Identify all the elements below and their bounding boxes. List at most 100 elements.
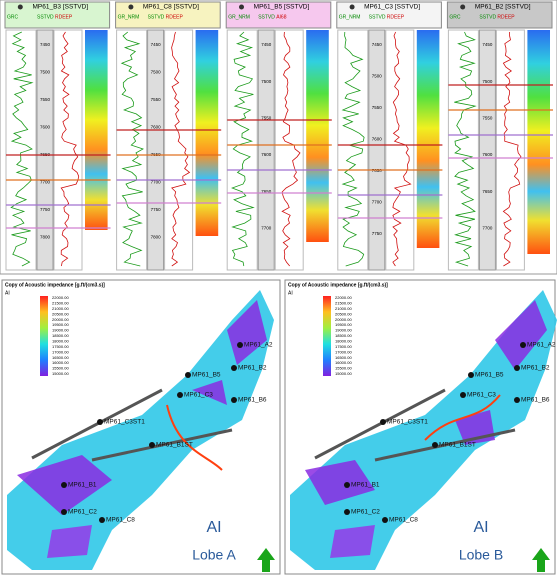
ai-body xyxy=(290,290,557,570)
colorbar-label: 16000.00 xyxy=(52,360,69,365)
depth-label: 7800 xyxy=(40,235,51,240)
res-curve xyxy=(281,31,301,267)
gr-curve xyxy=(454,31,477,267)
well-dot xyxy=(520,342,526,348)
well-label: MP61_B1ST xyxy=(156,442,193,449)
track-label: SSTVD xyxy=(479,14,496,20)
depth-label: 7600 xyxy=(151,125,162,130)
colorbar-label: 18000.00 xyxy=(335,338,352,343)
well-dot xyxy=(344,482,350,488)
well-name: MP61_C3 [SSTVD] xyxy=(364,4,420,11)
depth-label: 7500 xyxy=(151,70,162,75)
track-label: GR_NRM xyxy=(228,14,250,20)
gr-track xyxy=(5,29,37,271)
well-name: MP61_B5 [SSTVD] xyxy=(254,4,310,11)
well-label: MP61_C3ST1 xyxy=(104,419,145,426)
depth-label: 7450 xyxy=(261,42,272,47)
caption: Lobe A xyxy=(192,547,236,563)
depth-label: 7450 xyxy=(151,42,162,47)
ai-strip xyxy=(195,30,219,236)
track-label: RDEEP xyxy=(166,14,184,20)
map-panel: Copy of Acoustic impedance [g.ft/(cm3.s)… xyxy=(1,279,281,575)
well-dot xyxy=(344,509,350,515)
depth-track xyxy=(257,29,275,271)
track-label: SSTVD xyxy=(369,14,386,20)
well-dot xyxy=(61,509,67,515)
well-label: MP61_C2 xyxy=(68,509,97,516)
colorbar-label: 19000.00 xyxy=(335,328,352,333)
ai-purple xyxy=(17,300,267,515)
res-track xyxy=(385,29,415,271)
ai-strip xyxy=(85,30,108,230)
fault xyxy=(31,388,233,462)
colorbar-label: 16500.00 xyxy=(52,355,69,360)
track-label: SSTVD xyxy=(148,14,165,20)
depth-label: 7700 xyxy=(372,199,383,204)
colorbar-label: 18500.00 xyxy=(52,333,69,338)
depth-label: 7500 xyxy=(372,74,383,79)
legend-label: AI xyxy=(5,290,10,296)
well-icon xyxy=(460,4,466,10)
well-label: MP61_B1ST xyxy=(439,442,476,449)
gr-curve xyxy=(10,31,34,267)
well-name: MP61_B3 [SSTVD] xyxy=(32,4,88,11)
colorbar-label: 17000.00 xyxy=(52,349,69,354)
colorbar-label: 20500.00 xyxy=(52,311,69,316)
depth-label: 7800 xyxy=(151,235,162,240)
well-label: MP61_B2 xyxy=(521,365,550,372)
colorbar-label: 15000.00 xyxy=(335,371,352,376)
colorbar-label: 22000.00 xyxy=(52,295,69,300)
well-name: MP61_C8 [SSTVD] xyxy=(143,4,199,11)
gr-curve xyxy=(120,31,144,267)
depth-label: 7550 xyxy=(40,97,51,102)
gr-track xyxy=(447,29,479,271)
colorbar-label: 18000.00 xyxy=(52,338,69,343)
legend-label: AI xyxy=(288,290,293,296)
well-dot xyxy=(61,482,67,488)
well-label: MP61_C8 xyxy=(389,517,418,524)
colorbar-label: 21000.00 xyxy=(335,306,352,311)
depth-label: 7600 xyxy=(261,152,272,157)
depth-track xyxy=(478,29,496,271)
well-label: MP61_B5 xyxy=(192,372,221,379)
res-curve xyxy=(60,31,80,267)
depth-label: 7450 xyxy=(40,42,51,47)
res-track xyxy=(274,29,304,271)
gr-curve xyxy=(231,31,255,267)
depth-label: 7550 xyxy=(151,97,162,102)
colorbar-label: 19500.00 xyxy=(335,322,352,327)
well-label: MP61_B1 xyxy=(68,482,97,489)
well-label: MP61_B6 xyxy=(521,397,550,404)
track-label: AI68 xyxy=(276,14,287,20)
depth-label: 7500 xyxy=(261,79,272,84)
gr-track xyxy=(116,29,148,271)
res-curve xyxy=(502,31,522,267)
res-track xyxy=(164,29,194,271)
well-dot xyxy=(99,517,105,523)
well-icon xyxy=(17,4,23,10)
well-dot xyxy=(237,342,243,348)
res-curve xyxy=(171,31,191,267)
well-dot xyxy=(468,372,474,378)
map-panel: Copy of Acoustic impedance [g.ft/(cm3.s)… xyxy=(284,279,557,575)
well-dot xyxy=(231,365,237,371)
depth-label: 7750 xyxy=(372,231,383,236)
colorbar xyxy=(40,296,48,376)
well-label: MP61_C3 xyxy=(184,392,213,399)
ai-purple-2 xyxy=(330,525,375,558)
well-dot xyxy=(514,365,520,371)
colorbar-label: 17500.00 xyxy=(52,344,69,349)
well-label: MP61_B1 xyxy=(351,482,380,489)
well-dot xyxy=(432,442,438,448)
track-label: GR_NRM xyxy=(118,14,140,20)
north-arrow xyxy=(257,548,275,572)
well-dot xyxy=(149,442,155,448)
colorbar-label: 17000.00 xyxy=(335,349,352,354)
well-label: MP61_A2 xyxy=(244,342,273,349)
depth-label: 7600 xyxy=(372,136,383,141)
well-dot xyxy=(382,517,388,523)
ai-strip xyxy=(306,30,329,242)
track-label: RDEEP xyxy=(497,14,515,20)
well-label: MP61_C3ST1 xyxy=(387,419,428,426)
